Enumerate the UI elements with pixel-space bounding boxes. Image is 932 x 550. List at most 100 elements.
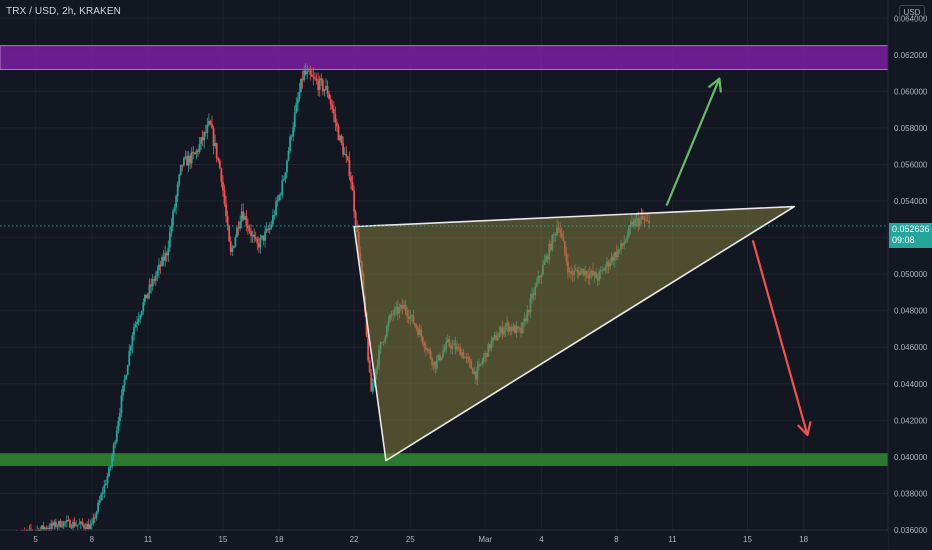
candle-body xyxy=(189,155,192,164)
candle-body xyxy=(47,528,49,530)
candle-body xyxy=(251,234,254,236)
candle-body xyxy=(211,124,213,129)
candle-body xyxy=(104,483,107,486)
y-tick-label: 0.060000 xyxy=(894,87,928,96)
candle-body xyxy=(270,224,273,229)
candle-body xyxy=(256,239,259,244)
candle-body xyxy=(336,122,338,127)
y-tick-label: 0.054000 xyxy=(894,197,928,206)
candle-body xyxy=(318,78,321,90)
candle-body xyxy=(108,467,110,477)
candle-body xyxy=(51,523,54,526)
candle-body xyxy=(133,327,135,336)
candle-body xyxy=(168,232,171,248)
candle-body xyxy=(61,526,64,528)
candle-body xyxy=(209,121,212,125)
candle-body xyxy=(243,216,246,220)
candle-body xyxy=(300,78,302,92)
candle-body xyxy=(292,127,295,137)
candle-body xyxy=(190,151,193,164)
candle-body xyxy=(28,528,31,531)
price-axis-panel[interactable] xyxy=(888,0,932,550)
candle-body xyxy=(97,503,99,513)
y-tick-label: 0.046000 xyxy=(894,343,928,352)
candle-body xyxy=(273,215,276,216)
candle-body xyxy=(290,136,293,138)
time-axis-panel[interactable] xyxy=(0,531,888,550)
candle-body xyxy=(245,216,248,226)
candle-body xyxy=(54,521,57,527)
y-tick-label: 0.062000 xyxy=(894,51,928,60)
last-price-value: 0.052636 xyxy=(892,224,930,234)
candle-body xyxy=(181,164,184,166)
candle-body xyxy=(53,521,56,526)
candle-body xyxy=(69,520,71,528)
candle-body xyxy=(131,335,134,347)
candle-body xyxy=(158,264,160,271)
candle-body xyxy=(89,524,92,530)
x-tick-label: 11 xyxy=(668,535,677,544)
candle-body xyxy=(276,200,279,202)
candle-body xyxy=(298,91,301,99)
candle-body xyxy=(201,137,204,141)
candle-body xyxy=(287,151,290,161)
candle-body xyxy=(67,520,70,521)
candle-body xyxy=(328,93,330,99)
candle-body xyxy=(296,98,299,104)
candle-body xyxy=(259,237,262,248)
candle-body xyxy=(195,150,198,155)
y-tick-label: 0.048000 xyxy=(894,307,928,316)
candle-body xyxy=(293,112,296,128)
candle-body xyxy=(345,153,348,157)
candle-body xyxy=(40,525,43,530)
x-tick-label: 4 xyxy=(539,535,544,544)
candle-body xyxy=(128,350,131,366)
support-zone xyxy=(0,453,888,467)
breakdown-arrow-shaft xyxy=(752,240,809,437)
y-tick-label: 0.036000 xyxy=(894,526,928,535)
candle-body xyxy=(242,211,245,220)
breakout-arrow-head xyxy=(708,77,722,93)
x-tick-label: 8 xyxy=(90,535,95,544)
candle-body xyxy=(264,231,266,241)
zones xyxy=(0,45,889,467)
candle-body xyxy=(117,420,120,431)
candle-body xyxy=(329,98,332,105)
candle-body xyxy=(253,234,256,237)
candle-body xyxy=(98,500,101,504)
candle-body xyxy=(103,485,106,493)
candle-body xyxy=(70,527,73,529)
candle-body xyxy=(140,311,143,316)
candle-body xyxy=(173,207,176,212)
candle-body xyxy=(295,103,298,113)
candle-body xyxy=(44,527,46,530)
x-tick-label: 11 xyxy=(144,535,153,544)
candle-body xyxy=(207,121,210,125)
candle-body xyxy=(106,476,109,484)
candle-body xyxy=(175,196,178,208)
candle-body xyxy=(154,275,157,281)
candle-body xyxy=(200,137,202,145)
candle-body xyxy=(370,372,373,392)
x-tick-label: 25 xyxy=(406,535,415,544)
candle-body xyxy=(73,521,76,527)
candle-body xyxy=(79,521,82,524)
candle-body xyxy=(197,150,199,152)
candle-body xyxy=(368,360,371,373)
candle-body xyxy=(198,144,201,152)
candle-body xyxy=(26,530,29,532)
time-axis: 5 8 11 15 18 22 25 Mar 4 8 11 15 18 xyxy=(33,535,808,544)
candle-body xyxy=(320,78,323,81)
candle-body xyxy=(48,528,51,530)
candle-body xyxy=(75,525,78,527)
candle-body xyxy=(223,190,226,204)
candle-body xyxy=(126,365,129,376)
candle-body xyxy=(315,78,318,81)
candle-body xyxy=(145,294,148,299)
candle-body xyxy=(265,228,268,232)
currency-button[interactable]: USD xyxy=(899,5,925,21)
candle-body xyxy=(282,179,285,181)
candle-body xyxy=(240,211,243,222)
y-tick-label: 0.042000 xyxy=(894,416,928,425)
